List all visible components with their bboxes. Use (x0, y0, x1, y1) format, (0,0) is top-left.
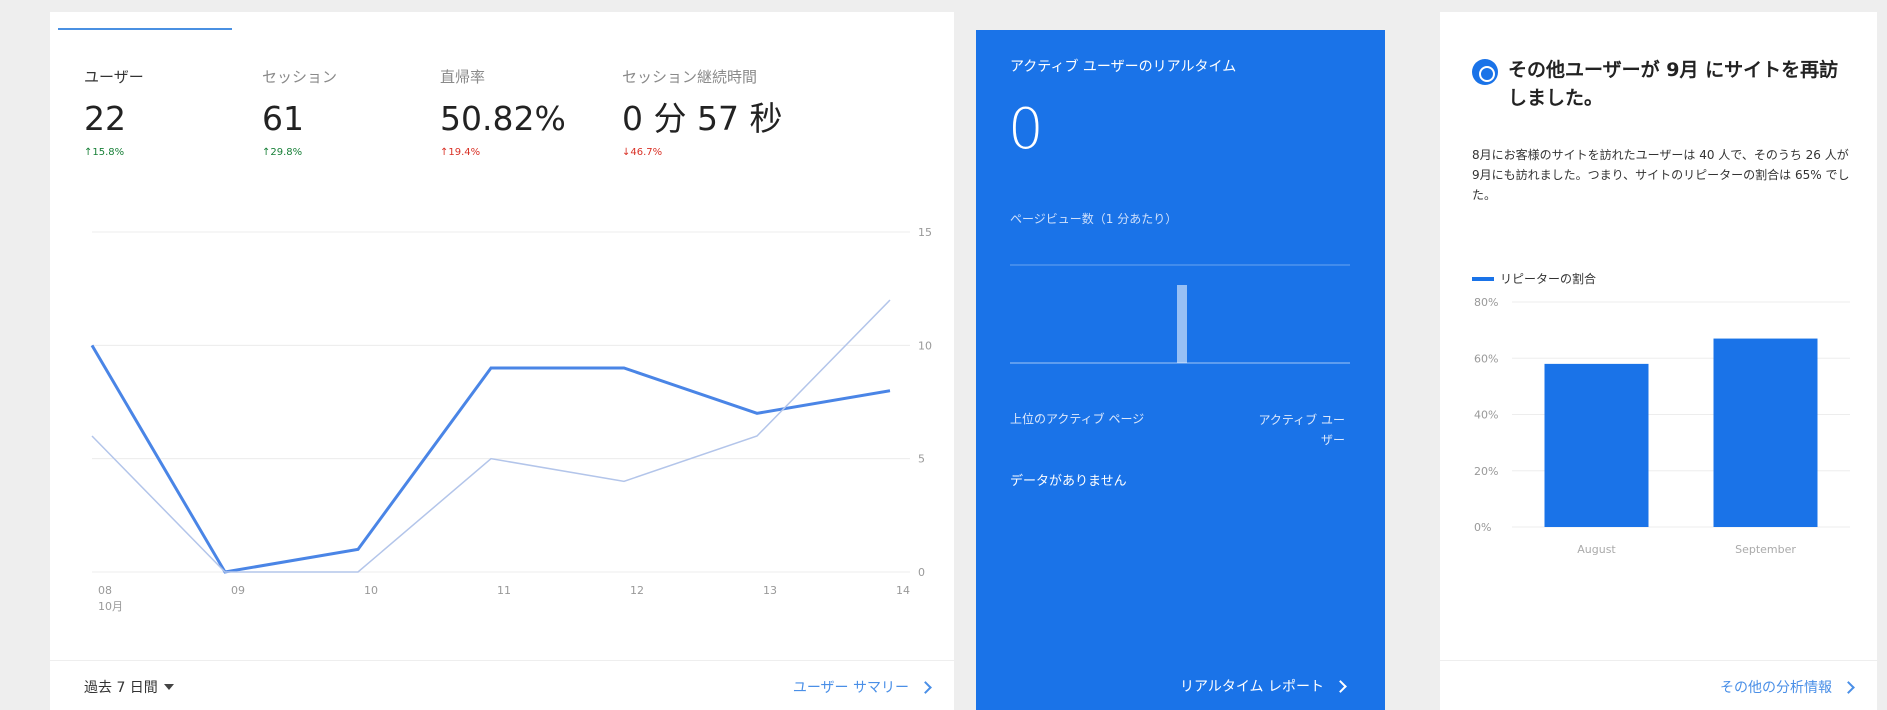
date-range-dropdown[interactable]: 過去 7 日間 (84, 677, 174, 697)
metric-label: 直帰率 (440, 68, 486, 86)
x-tick-label: September (1735, 543, 1796, 556)
metric-change: ↑19.4% (440, 147, 481, 158)
series-line (91, 299, 891, 573)
top-active-pages-label: 上位のアクティブ ページ (1010, 412, 1145, 426)
pageview-per-minute-label: ページビュー数（1 分あたり） (1010, 212, 1178, 226)
footer-link-label: その他の分析情報 (1720, 680, 1832, 696)
x-tick-label: 09 (231, 584, 245, 597)
x-tick-label: 10 (364, 584, 378, 597)
metric-label: セッション継続時間 (622, 68, 758, 86)
active-metric-indicator (58, 28, 232, 30)
legend-label: リピーターの割合 (1500, 272, 1597, 286)
y-tick-label: 10 (918, 339, 932, 352)
y-tick-label: 60% (1474, 352, 1498, 365)
active-user-count: 0 (1008, 97, 1044, 162)
y-tick-label: 20% (1474, 465, 1498, 478)
chevron-right-icon (1842, 680, 1855, 694)
metric-tab-users[interactable]: ユーザー 22 ↑15.8% (84, 66, 144, 158)
bar (1544, 363, 1649, 527)
metric-change: ↑15.8% (84, 147, 125, 158)
insight-description: 8月にお客様のサイトを訪れたユーザーは 40 人で、そのうち 26 人が9月にも… (1472, 148, 1850, 202)
y-tick-label: 80% (1474, 296, 1498, 309)
overview-footer: 過去 7 日間 ユーザー サマリー (50, 660, 954, 710)
y-tick-label: 0 (918, 566, 925, 579)
pageview-mini-chart (1010, 264, 1350, 364)
x-tick-label: 11 (497, 584, 511, 597)
x-tick-label: 12 (630, 584, 644, 597)
chevron-right-icon (1334, 679, 1347, 693)
y-tick-label: 5 (918, 453, 925, 466)
returning-rate-bar-chart: 0% 20% 40% 60% 80% August September (1474, 296, 1850, 556)
caret-down-icon (163, 684, 174, 690)
pageview-bar (1177, 285, 1187, 363)
audience-overview-link[interactable]: ユーザー サマリー (792, 677, 932, 697)
metric-label: ユーザー (84, 68, 144, 86)
date-range-label: 過去 7 日間 (84, 680, 158, 696)
metric-value: 50.82% (440, 99, 566, 138)
realtime-title: アクティブ ユーザーのリアルタイム (1010, 59, 1237, 75)
realtime-card: アクティブ ユーザーのリアルタイム 0 ページビュー数（1 分あたり） 上位のア… (976, 30, 1385, 710)
legend-swatch (1472, 276, 1494, 281)
active-users-column-label: アクティブ ユーザー (1258, 413, 1346, 447)
more-insights-link[interactable]: その他の分析情報 (1720, 677, 1855, 697)
metric-label: セッション (262, 68, 338, 86)
x-tick-label: 14 (896, 584, 910, 597)
footer-link-label: リアルタイム レポート (1179, 679, 1324, 695)
metric-tabs: ユーザー 22 ↑15.8% セッション 61 ↑29.8% 直帰率 50.82… (50, 52, 954, 172)
insight-header: その他ユーザーが 9月 にサイトを再訪しました。 (1472, 56, 1852, 112)
insight-icon (1472, 59, 1498, 85)
chart-legend: リピーターの割合 (1472, 270, 1596, 287)
x-month-label: 10月 (98, 600, 123, 612)
y-tick-label: 40% (1474, 409, 1498, 422)
metric-value: 0 分 57 秒 (622, 99, 783, 138)
x-tick-label: August (1577, 543, 1616, 556)
metric-change: ↓46.7% (622, 147, 663, 158)
metric-value: 61 (262, 99, 304, 138)
metric-tab-bounce-rate[interactable]: 直帰率 50.82% ↑19.4% (440, 66, 566, 158)
chevron-right-icon (919, 680, 932, 694)
footer-link-label: ユーザー サマリー (792, 680, 909, 696)
realtime-report-link[interactable]: リアルタイム レポート (1179, 676, 1347, 696)
returning-users-card: その他ユーザーが 9月 にサイトを再訪しました。 8月にお客様のサイトを訪れたユ… (1440, 12, 1877, 710)
metric-change: ↑29.8% (262, 147, 303, 158)
no-data-message: データがありません (1010, 474, 1127, 489)
insight-title: その他ユーザーが 9月 にサイトを再訪しました。 (1508, 59, 1839, 109)
realtime-footer: リアルタイム レポート (976, 660, 1385, 710)
metric-tab-sessions[interactable]: セッション 61 ↑29.8% (262, 66, 337, 158)
x-tick-label: 13 (763, 584, 777, 597)
users-line-chart: 0 5 10 15 08 09 10 11 12 13 14 10月 (90, 226, 932, 612)
metric-value: 22 (84, 99, 126, 138)
audience-overview-card: ユーザー 22 ↑15.8% セッション 61 ↑29.8% 直帰率 50.82… (50, 12, 954, 710)
y-tick-label: 0% (1474, 521, 1491, 534)
insight-footer: その他の分析情報 (1440, 660, 1877, 710)
y-tick-label: 15 (918, 226, 932, 239)
x-tick-label: 08 (98, 584, 112, 597)
bar (1713, 338, 1818, 527)
metric-tab-session-duration[interactable]: セッション継続時間 0 分 57 秒 ↓46.7% (622, 66, 782, 158)
